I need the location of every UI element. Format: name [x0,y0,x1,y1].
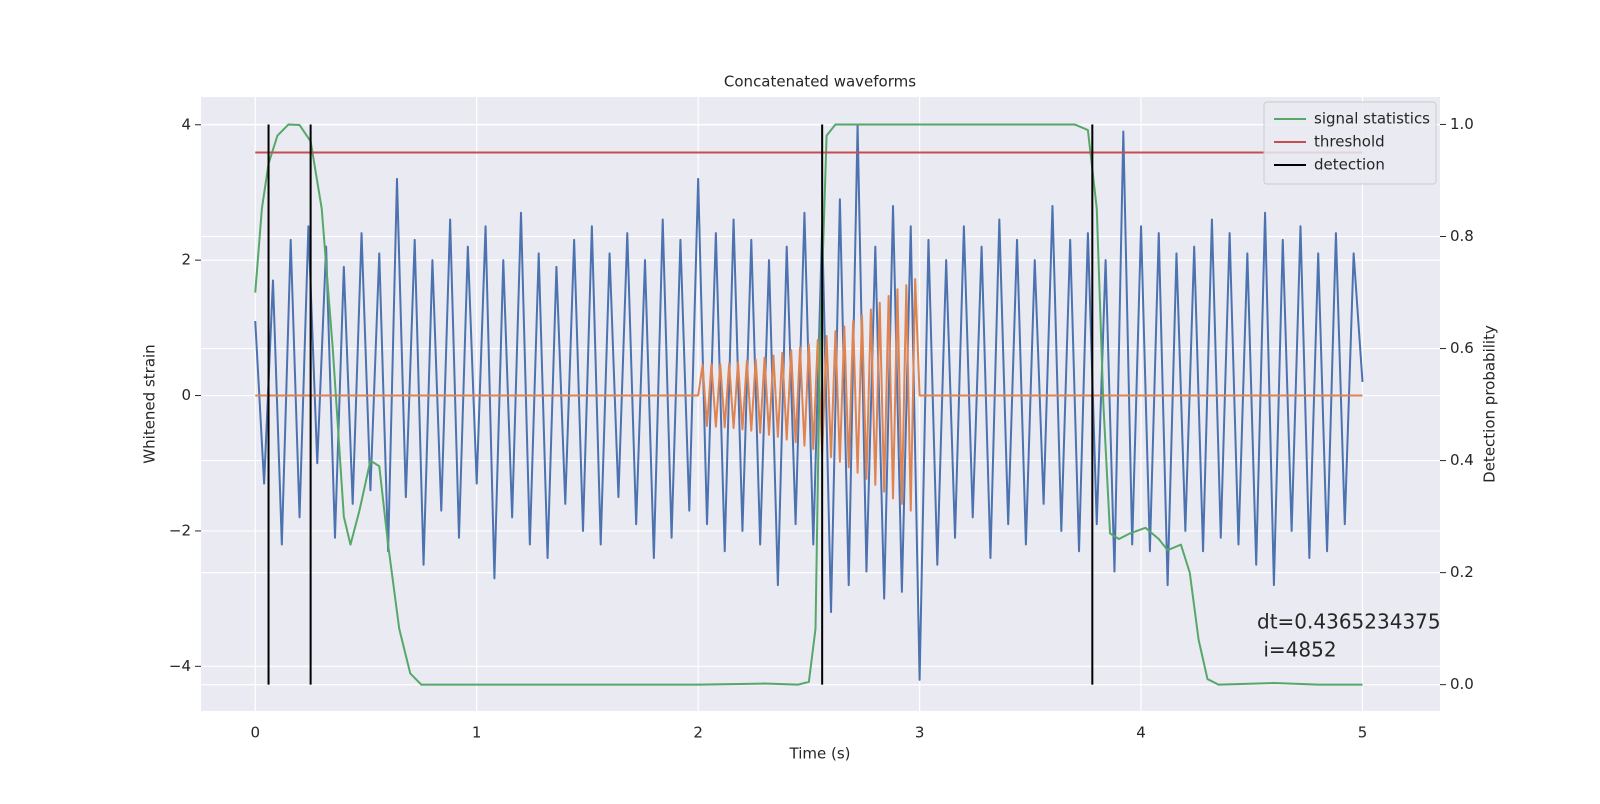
y2-tick-label: 0.2 [1450,563,1474,581]
x-tick-label: 2 [693,724,703,742]
x-tick-label: 1 [472,724,482,742]
legend-box [1263,101,1437,185]
y2-tick-label: 0.0 [1450,675,1474,693]
overlay: signal statistics threshold detection dt=0.… [1257,101,1441,662]
x-axis-label: Time (s) [789,745,851,763]
annotation: i=4852 [1257,638,1337,662]
x-tick-label: 3 [915,724,925,742]
x-tick-label: 5 [1358,724,1368,742]
chart-title: Concatenated waveforms [724,73,916,91]
y-tick-label: −4 [169,657,191,675]
y-tick-label: −2 [169,521,191,539]
x-tick-label: 0 [250,724,260,742]
y-tick-label: 0 [181,386,191,404]
series-line [254,123,1363,686]
y2-tick-label: 0.6 [1450,339,1474,357]
legend-label: signal statistics [1314,110,1430,128]
x-tick-label: 4 [1136,724,1146,742]
y2-tick-label: 0.8 [1450,227,1474,245]
y-tick-label: 4 [181,115,191,133]
y2-tick-label: 0.4 [1450,451,1474,469]
y-tick-label: 2 [181,251,191,269]
y2-tick-label: 1.0 [1450,115,1474,133]
legend-label: detection [1314,156,1385,174]
series-line [254,123,1364,681]
legend-label: threshold [1314,133,1385,151]
series-line [255,278,1363,512]
annotation: dt=0.4365234375 [1257,610,1441,634]
y-axis-label: Whitened strain [141,344,159,463]
y2-axis-label: Detection probability [1481,325,1499,483]
marks [254,123,1364,686]
